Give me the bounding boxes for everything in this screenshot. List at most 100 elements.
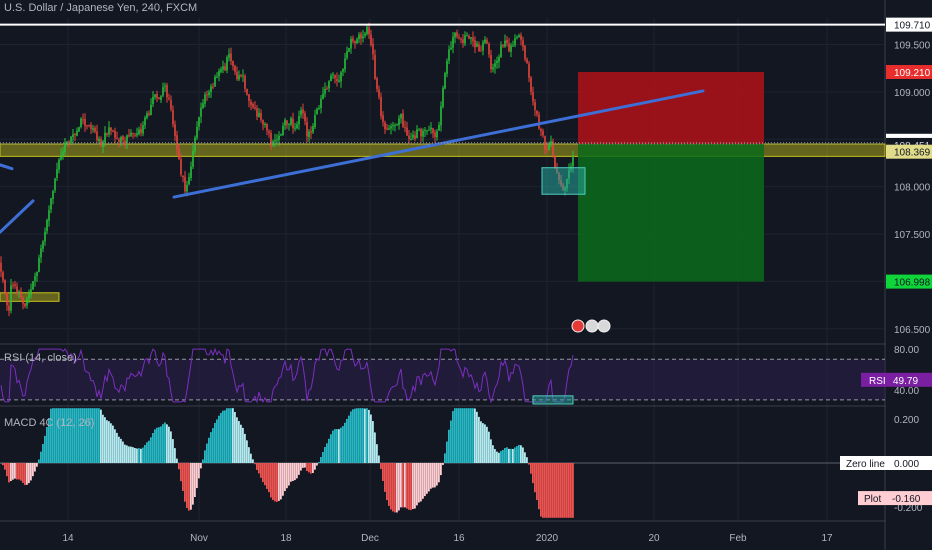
candle-body xyxy=(338,80,340,82)
macd-bar xyxy=(88,408,90,463)
macd-bar xyxy=(104,417,106,463)
candle-body xyxy=(400,113,402,119)
macd-bar xyxy=(280,463,282,500)
macd-bar xyxy=(560,463,562,518)
rsi-last-badge xyxy=(861,372,932,387)
macd-bar xyxy=(116,432,118,463)
macd-bar xyxy=(420,463,422,502)
macd-bar xyxy=(142,447,144,463)
candle-body xyxy=(26,299,28,306)
candle-body xyxy=(330,75,332,82)
candle-body xyxy=(244,75,246,89)
macd-bar xyxy=(408,463,410,510)
candle-body xyxy=(28,294,30,299)
macd-bar xyxy=(232,408,234,463)
candle-body xyxy=(76,130,78,136)
macd-bar xyxy=(250,453,252,463)
rsi-indicator-title[interactable]: RSI (14, close) xyxy=(4,352,77,364)
candle-body xyxy=(408,135,410,139)
candle-body xyxy=(346,51,348,58)
candle-body xyxy=(306,121,308,137)
macd-bar xyxy=(102,414,104,463)
macd-bar xyxy=(36,463,38,467)
macd-bar xyxy=(196,463,198,489)
candle-body xyxy=(50,198,52,210)
candle-body xyxy=(136,133,138,136)
rsi-pane xyxy=(0,347,885,405)
candle-body xyxy=(526,59,528,64)
macd-bar xyxy=(106,420,108,463)
macd-bar xyxy=(504,448,506,463)
candle-body xyxy=(342,68,344,72)
macd-bar xyxy=(312,463,314,473)
candle-body xyxy=(528,63,530,78)
macd-bar xyxy=(70,408,72,463)
macd-bar xyxy=(4,463,6,470)
macd-bar xyxy=(508,448,510,463)
candle-body xyxy=(498,56,500,62)
candle-body xyxy=(112,130,114,132)
macd-bar xyxy=(60,408,62,463)
candle-body xyxy=(264,123,266,125)
candle-body xyxy=(492,67,494,70)
macd-bar xyxy=(388,463,390,506)
macd-bar xyxy=(458,408,460,463)
macd-bar xyxy=(538,463,540,510)
candle-body xyxy=(142,125,144,134)
macd-bar xyxy=(362,408,364,463)
candle-body xyxy=(134,134,136,136)
macd-bar xyxy=(108,421,110,463)
macd-bar xyxy=(30,463,32,481)
macd-bar xyxy=(300,463,302,471)
macd-bar xyxy=(260,463,262,478)
macd-bar xyxy=(90,408,92,463)
macd-bar xyxy=(444,453,446,463)
candle-body xyxy=(448,49,450,61)
candle-body xyxy=(296,124,298,129)
macd-bar xyxy=(524,452,526,463)
macd-bar xyxy=(374,432,376,463)
candle-body xyxy=(488,43,490,55)
candle-body xyxy=(2,272,4,281)
candle-body xyxy=(336,78,338,82)
candle-body xyxy=(100,139,102,147)
macd-bar xyxy=(558,463,560,518)
macd-bar xyxy=(248,447,250,463)
candle-body xyxy=(0,262,2,272)
price-label: 108.369 xyxy=(894,148,931,159)
macd-bar xyxy=(494,449,496,463)
candle-body xyxy=(34,276,36,281)
macd-bar xyxy=(244,433,246,463)
macd-bar xyxy=(238,421,240,463)
candle-body xyxy=(262,120,264,125)
candle-body xyxy=(172,109,174,125)
candle-body xyxy=(366,26,368,35)
price-axis[interactable]: 109.500 109.000 108.000 107.500 106.500 109.7… xyxy=(840,0,932,550)
time-tick-label: Nov xyxy=(190,533,208,544)
macd-bar xyxy=(122,441,124,463)
macd-bar xyxy=(502,449,504,463)
candle-body xyxy=(404,127,406,129)
time-axis[interactable]: 14 Nov 18 Dec 16 2020 20 Feb 17 xyxy=(62,533,833,544)
candle-body xyxy=(62,151,64,156)
time-tick-label: 16 xyxy=(453,533,465,544)
event-marker-0 xyxy=(571,319,585,333)
macd-bar xyxy=(54,408,56,463)
candle-body xyxy=(150,104,152,115)
macd-bar xyxy=(440,463,442,476)
candle-body xyxy=(250,101,252,105)
macd-bar xyxy=(514,447,516,463)
candle-body xyxy=(218,71,220,77)
candle-body xyxy=(42,241,44,249)
macd-bar xyxy=(442,463,444,465)
candle-body xyxy=(554,156,556,168)
macd-bar xyxy=(86,408,88,463)
macd-bar xyxy=(126,445,128,463)
macd-indicator-title[interactable]: MACD 4C (12, 26) xyxy=(4,417,95,429)
candle-body xyxy=(334,75,336,79)
macd-bar xyxy=(190,463,192,510)
candle-body xyxy=(396,124,398,126)
candle-body xyxy=(70,136,72,143)
macd-bar xyxy=(400,463,402,508)
